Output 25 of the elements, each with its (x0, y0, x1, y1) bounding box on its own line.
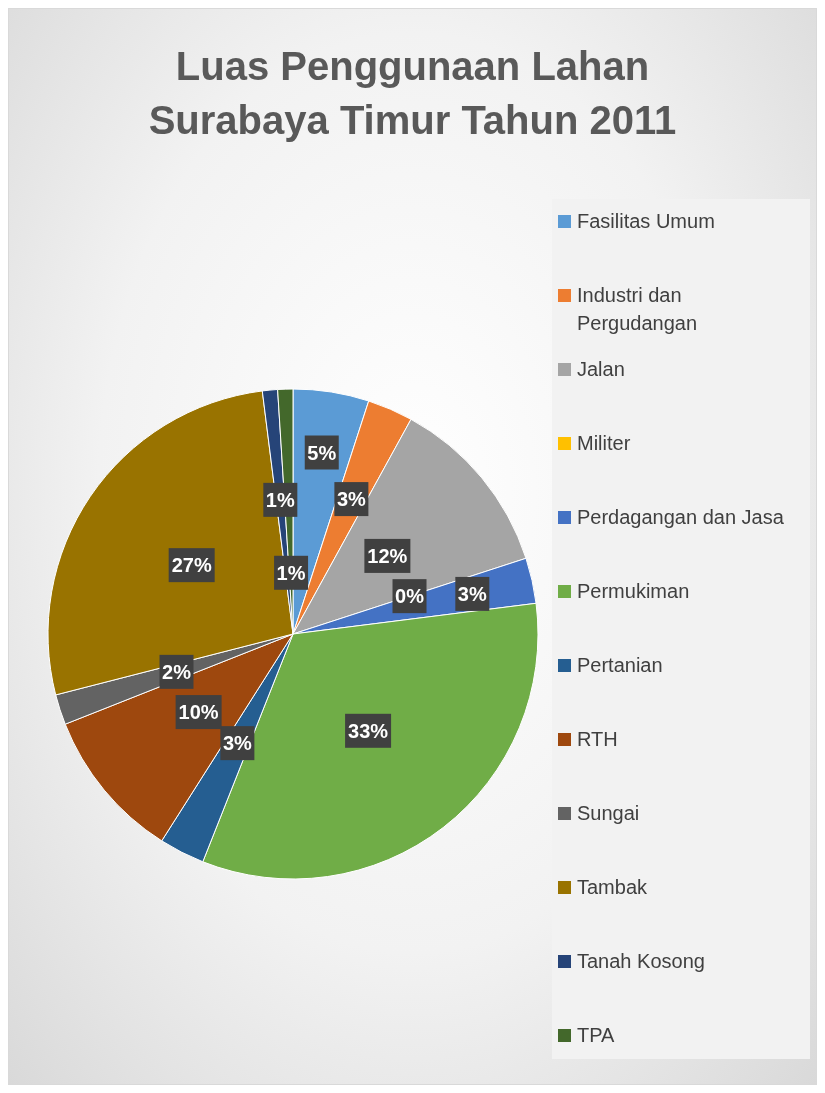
legend-label: Tambak (577, 875, 649, 900)
data-label: 33% (348, 719, 389, 742)
legend-label: Tanah Kosong (577, 949, 706, 974)
legend-label: Permukiman (577, 579, 691, 604)
data-label: 1% (265, 488, 295, 511)
legend-label: Perdagangan dan Jasa (577, 505, 785, 530)
data-label: 5% (307, 441, 337, 464)
data-label: 1% (276, 561, 306, 584)
chart-title: Luas Penggunaan Lahan Surabaya Timur Tahun 2011 (147, 43, 678, 144)
data-label: 12% (367, 544, 408, 567)
data-label: 3% (222, 732, 253, 755)
legend-label: Sungai (577, 801, 641, 826)
text: 0% (395, 585, 424, 608)
data-label: 10% (178, 701, 219, 724)
legend-label: TPA (577, 1023, 616, 1048)
legend-label: Pertanian (577, 653, 664, 678)
legend-label: Militer (577, 431, 632, 456)
data-label: 27% (171, 554, 212, 577)
legend-label: RTH (577, 727, 619, 752)
data-label: 3% (457, 582, 487, 605)
data-label: 2% (162, 660, 192, 683)
legend-label: Jalan (577, 357, 626, 382)
legend-label: Fasilitas Umum (577, 209, 716, 234)
legend-label: Industri dan Pergudangan (577, 283, 699, 336)
data-label: 3% (336, 488, 367, 511)
